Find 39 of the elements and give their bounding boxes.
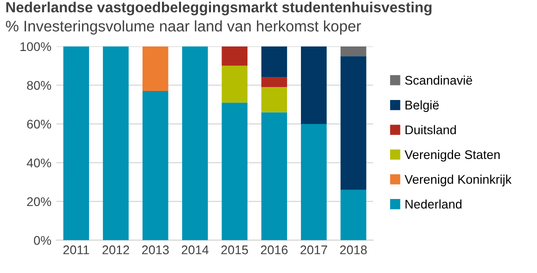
- bar: [142, 46, 168, 91]
- bar: [340, 46, 366, 56]
- bar: [222, 46, 248, 66]
- bar: [261, 46, 288, 78]
- x-tick-label: 2012: [102, 245, 130, 254]
- y-tick-label: 20%: [27, 197, 52, 206]
- y-tick-label: 100%: [20, 42, 52, 52]
- y-tick-label: 0%: [34, 236, 52, 245]
- legend-label: België: [406, 100, 439, 112]
- x-tick-label: 2017: [300, 245, 328, 254]
- bar: [261, 112, 288, 240]
- x-tick-label: 2016: [260, 245, 288, 254]
- x-tick-label: 2013: [142, 245, 169, 254]
- chart-subtitle: % Investeringsvolume naar land van herkomst koper: [6, 20, 361, 35]
- bar: [340, 190, 366, 240]
- x-tick-label: 2018: [340, 245, 367, 254]
- legend-label: Verenigde Staten: [404, 150, 500, 162]
- y-tick-label: 40%: [26, 158, 52, 168]
- y-tick-label: 80%: [27, 80, 52, 90]
- bar: [300, 124, 327, 240]
- y-tick-label: 60%: [27, 120, 52, 129]
- bar: [63, 46, 90, 240]
- bar: [261, 77, 288, 88]
- chart-title: Nederlandse vastgoedbeleggingsmarkt studentenhuisvesting: [6, 2, 432, 16]
- x-tick-label: 2014: [182, 245, 209, 254]
- x-tick-label: 2011: [63, 245, 90, 254]
- bar: [182, 46, 208, 240]
- bar: [102, 46, 129, 240]
- x-tick-label: 2015: [221, 245, 248, 254]
- bar: [261, 87, 288, 112]
- legend-label: Duitsland: [406, 125, 456, 134]
- bar: [340, 56, 366, 190]
- legend-label: Verenigd Koninkrijk: [404, 174, 512, 186]
- bar: [222, 102, 248, 240]
- legend-label: Scandinavië: [405, 76, 472, 85]
- bar: [142, 90, 168, 240]
- legend-label: Nederland: [406, 199, 462, 209]
- bar: [300, 46, 327, 124]
- bar: [222, 66, 248, 103]
